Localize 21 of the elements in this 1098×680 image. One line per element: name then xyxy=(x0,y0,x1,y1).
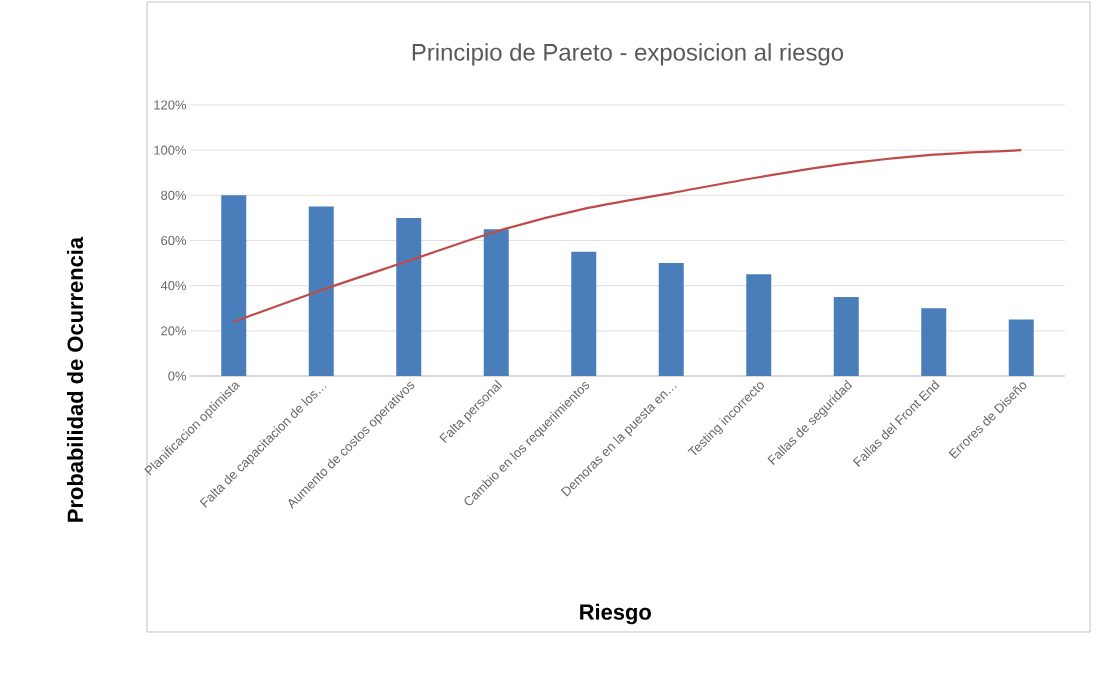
bar xyxy=(746,274,772,376)
chart-title: Principio de Pareto - exposicion al riesgo xyxy=(412,43,844,66)
bar xyxy=(1008,319,1034,376)
bar xyxy=(658,263,684,376)
bar xyxy=(571,251,597,376)
bar xyxy=(483,229,509,376)
y-tick-label: 100% xyxy=(154,145,187,155)
y-axis-title: Probabilidad de Ocurrencia xyxy=(66,236,84,522)
bar xyxy=(308,206,334,376)
x-axis-title: Riesgo xyxy=(580,603,651,625)
y-tick-label: 60% xyxy=(161,235,187,246)
y-tick-label: 80% xyxy=(161,190,187,200)
bar xyxy=(921,308,947,376)
y-tick-label: 120% xyxy=(154,100,187,110)
bar xyxy=(396,217,422,376)
bar xyxy=(221,195,247,376)
y-tick-label: 20% xyxy=(161,326,187,336)
bar xyxy=(833,296,859,376)
y-tick-label: 40% xyxy=(160,281,187,291)
line-series xyxy=(232,149,1023,323)
y-tick-label: 0% xyxy=(168,371,187,381)
